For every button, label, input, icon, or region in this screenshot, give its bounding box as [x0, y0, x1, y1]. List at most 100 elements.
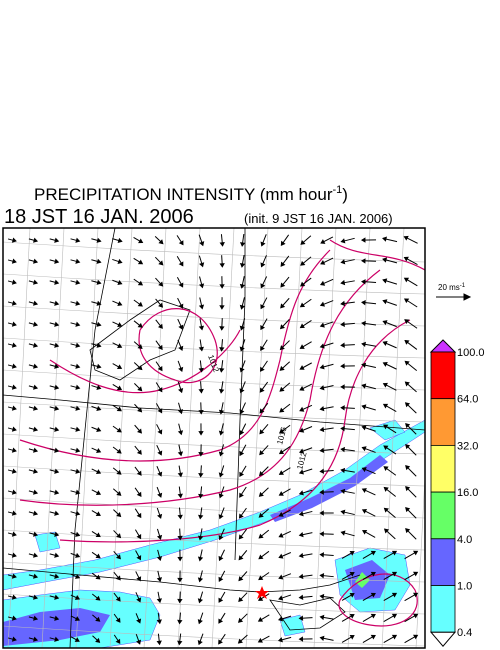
meridian: [41, 228, 65, 648]
wind-arrow-head: [258, 554, 264, 560]
wind-arrow-head: [239, 450, 245, 457]
wind-arrow-head: [54, 636, 60, 642]
wind-arrow-head: [319, 510, 324, 516]
wind-arrow-head: [33, 573, 39, 579]
wind-arrow-head: [218, 639, 223, 645]
colorbar-band: [430, 491, 456, 540]
wind-arrow-head: [75, 468, 81, 474]
wind-arrow-head: [137, 407, 143, 413]
wind-arrow-head: [299, 427, 305, 433]
wind-arrow-head: [54, 384, 60, 390]
wind-arrow-head: [403, 277, 410, 283]
wind-arrow-head: [391, 592, 398, 598]
wind-arrow-head: [239, 304, 245, 310]
wind-arrow-head: [96, 384, 102, 390]
colorbar-label: 100.0: [457, 347, 485, 359]
wind-arrow-head: [340, 530, 346, 536]
wind-arrow-head: [33, 615, 39, 621]
wind-arrow-head: [11, 279, 17, 285]
wind-arrow-head: [361, 467, 367, 473]
wind-arrow-head: [280, 240, 286, 246]
wind-arrow-head: [260, 304, 266, 310]
wind-arrow-head: [279, 324, 285, 330]
wind-arrow-head: [157, 365, 163, 372]
wind-arrow-head: [319, 552, 324, 558]
wind-arrow-head: [136, 618, 142, 624]
wind-arrow-head: [298, 448, 305, 454]
wind-arrow-head: [117, 322, 123, 328]
wind-arrow-head: [360, 258, 366, 264]
wind-arrow-head: [259, 408, 265, 414]
wind-arrow-head: [33, 321, 39, 327]
wind-arrow-head: [404, 381, 410, 387]
wind-arrow-head: [198, 367, 204, 373]
wind-arrow-head: [319, 447, 325, 454]
wind-arrow-head: [75, 489, 81, 495]
wind-arrow-head: [33, 405, 39, 411]
wind-arrow-head: [116, 490, 122, 496]
wind-arrow-head: [279, 407, 285, 413]
parallel: [3, 625, 425, 647]
wind-arrow-head: [11, 615, 17, 621]
meridian: [415, 470, 425, 648]
wind-arrow-head: [382, 341, 388, 346]
wind-arrow-head: [340, 446, 345, 453]
wind-arrow-head: [279, 386, 285, 392]
wind-arrow-head: [257, 637, 263, 643]
wind-arrow-head: [54, 510, 60, 516]
wind-arrow-head: [54, 237, 60, 243]
wind-arrow-head: [75, 363, 81, 369]
wind-arrow-head: [11, 573, 17, 579]
wind-arrow-head: [33, 594, 39, 600]
wind-arrow-head: [239, 367, 245, 373]
wind-arrow-head: [95, 490, 102, 495]
wind-arrow-head: [349, 634, 355, 640]
colorbar: 100.0 64.0 32.0 16.0 4.0 1.0 0.4: [429, 339, 485, 647]
wind-arrow-head: [136, 470, 142, 476]
wind-arrow-head: [382, 278, 388, 284]
wind-arrow-head: [11, 300, 17, 306]
wind-arrow-head: [239, 242, 246, 247]
wind-arrow-head: [413, 592, 419, 598]
wind-arrow-head: [54, 468, 60, 474]
wind-arrow-head: [361, 509, 368, 514]
wind-arrow-head: [238, 555, 244, 561]
wind-arrow-head: [198, 431, 204, 436]
colorbar-band: [430, 538, 456, 586]
wind-arrow-head: [136, 512, 142, 519]
wind-arrow-head: [33, 384, 39, 390]
wind-arrow-head: [11, 510, 17, 516]
wind-arrow-head: [11, 321, 17, 327]
wind-arrow-head: [260, 262, 266, 268]
wind-arrow-head: [218, 409, 225, 415]
wind-arrow-head: [300, 281, 306, 287]
wind-arrow-head: [199, 262, 205, 268]
parallel: [3, 273, 425, 295]
wind-arrow-head: [197, 556, 204, 562]
wind-arrow-head: [116, 533, 122, 539]
wind-arrow-head: [405, 528, 411, 534]
wind-arrow-head: [115, 638, 121, 644]
wind-arrow-head: [177, 472, 183, 478]
wind-arrow-head: [157, 323, 163, 329]
wind-arrow-head: [198, 304, 205, 310]
wind-arrow-head: [370, 571, 376, 577]
precipitation-heavy: [3, 455, 390, 646]
wind-arrow-head: [279, 365, 285, 371]
wind-arrow-head: [319, 322, 325, 328]
wind-arrow-head: [54, 258, 60, 264]
wind-arrow-head: [178, 366, 184, 373]
wind-arrow-head: [54, 489, 60, 495]
wind-arrow-head: [361, 404, 367, 410]
wind-arrow-head: [340, 238, 346, 244]
wind-arrow-head: [117, 258, 123, 265]
wind-arrow-head: [298, 490, 304, 496]
wind-arrow-head: [383, 445, 389, 451]
wind-arrow-head: [259, 429, 265, 435]
wind-arrow-head: [198, 452, 204, 457]
wind-arrow-head: [319, 572, 325, 579]
wind-arrow-head: [33, 531, 39, 537]
lat-lon-grid: [3, 228, 425, 648]
wind-arrow-head: [156, 534, 163, 540]
wind-arrow-head: [178, 388, 184, 394]
